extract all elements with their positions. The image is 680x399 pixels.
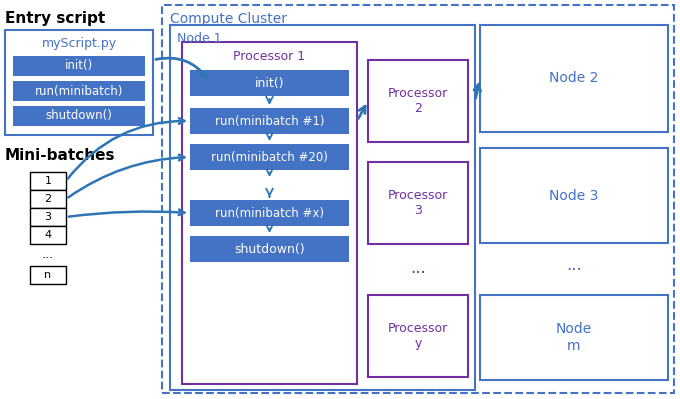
Text: shutdown(): shutdown() bbox=[46, 109, 112, 122]
FancyBboxPatch shape bbox=[30, 208, 66, 226]
Text: ...: ... bbox=[263, 179, 276, 193]
Text: ...: ... bbox=[410, 259, 426, 277]
Text: Node 1: Node 1 bbox=[177, 32, 222, 45]
Text: Compute Cluster: Compute Cluster bbox=[170, 12, 287, 26]
FancyBboxPatch shape bbox=[13, 106, 145, 126]
Text: 2: 2 bbox=[44, 194, 52, 204]
Text: ...: ... bbox=[566, 256, 582, 274]
FancyBboxPatch shape bbox=[13, 56, 145, 76]
FancyBboxPatch shape bbox=[30, 172, 66, 190]
Text: Processor
3: Processor 3 bbox=[388, 189, 448, 217]
Text: Mini-batches: Mini-batches bbox=[5, 148, 116, 162]
Text: Entry script: Entry script bbox=[5, 10, 105, 26]
FancyBboxPatch shape bbox=[13, 81, 145, 101]
Text: Node 3: Node 3 bbox=[549, 188, 598, 203]
FancyBboxPatch shape bbox=[190, 200, 349, 226]
FancyBboxPatch shape bbox=[30, 190, 66, 208]
Text: 4: 4 bbox=[44, 230, 52, 240]
FancyBboxPatch shape bbox=[5, 30, 153, 135]
Text: Node
m: Node m bbox=[556, 322, 592, 353]
Text: 3: 3 bbox=[44, 212, 52, 222]
FancyBboxPatch shape bbox=[190, 144, 349, 170]
Text: run(minibatch #1): run(minibatch #1) bbox=[215, 115, 324, 128]
Text: Processor
y: Processor y bbox=[388, 322, 448, 350]
Text: n: n bbox=[44, 270, 52, 280]
Text: run(minibatch #20): run(minibatch #20) bbox=[211, 150, 328, 164]
FancyBboxPatch shape bbox=[30, 226, 66, 244]
Text: run(minibatch): run(minibatch) bbox=[35, 85, 123, 97]
Text: init(): init() bbox=[255, 77, 284, 89]
FancyBboxPatch shape bbox=[30, 266, 66, 284]
Text: shutdown(): shutdown() bbox=[234, 243, 305, 255]
Text: Node 2: Node 2 bbox=[549, 71, 598, 85]
FancyBboxPatch shape bbox=[190, 108, 349, 134]
FancyBboxPatch shape bbox=[190, 236, 349, 262]
Text: myScript.py: myScript.py bbox=[41, 38, 116, 51]
FancyBboxPatch shape bbox=[190, 70, 349, 96]
Text: init(): init() bbox=[65, 59, 93, 73]
Text: ...: ... bbox=[42, 247, 54, 261]
Text: 1: 1 bbox=[44, 176, 52, 186]
Text: run(minibatch #x): run(minibatch #x) bbox=[215, 207, 324, 219]
Text: Processor
2: Processor 2 bbox=[388, 87, 448, 115]
Text: Processor 1: Processor 1 bbox=[233, 49, 305, 63]
